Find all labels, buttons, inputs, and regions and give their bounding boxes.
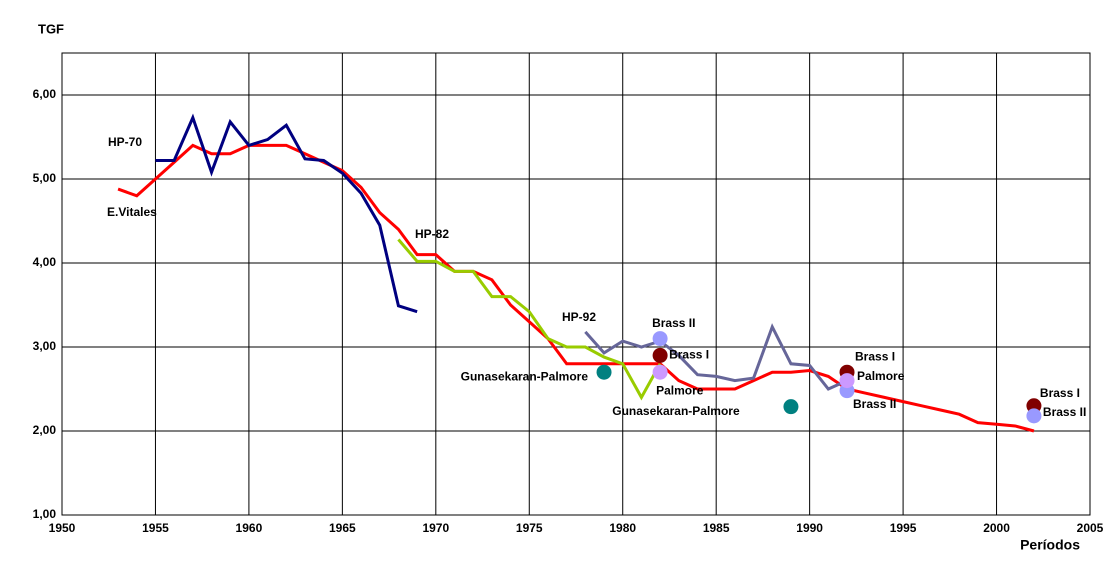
y-tick-label: 1,00 xyxy=(33,507,57,521)
x-axis-label: Períodos xyxy=(1020,537,1080,553)
x-tick-label: 2000 xyxy=(983,521,1010,535)
y-tick-label: 5,00 xyxy=(33,171,57,185)
plot-area xyxy=(61,52,1091,516)
point-label: Brass I xyxy=(855,349,895,363)
y-tick-label: 6,00 xyxy=(33,87,57,101)
point-label: Brass II xyxy=(652,316,695,330)
series-label: HP-70 xyxy=(108,135,142,149)
point-label: Palmore xyxy=(857,369,905,383)
x-tick-label: 2005 xyxy=(1077,521,1104,535)
point xyxy=(1026,408,1042,424)
point xyxy=(652,364,668,380)
point xyxy=(783,399,799,415)
x-tick-label: 1975 xyxy=(516,521,543,535)
point xyxy=(652,347,668,363)
series-label: HP-82 xyxy=(415,227,449,241)
series-label: HP-92 xyxy=(562,310,596,324)
x-tick-label: 1955 xyxy=(142,521,169,535)
y-tick-label: 3,00 xyxy=(33,339,57,353)
point-label: Gunasekaran-Palmore xyxy=(612,404,740,418)
y-tick-label: 4,00 xyxy=(33,255,57,269)
x-tick-label: 1965 xyxy=(329,521,356,535)
point-label: Palmore xyxy=(656,383,704,397)
line-series xyxy=(397,238,662,401)
line-series xyxy=(155,113,418,314)
y-axis-label: TGF xyxy=(38,21,64,36)
line-series xyxy=(117,143,1035,433)
y-tick-label: 2,00 xyxy=(33,423,57,437)
x-tick-label: 1995 xyxy=(890,521,917,535)
point-label: Brass II xyxy=(853,397,896,411)
x-tick-label: 1990 xyxy=(796,521,823,535)
point xyxy=(839,373,855,389)
x-tick-label: 1980 xyxy=(609,521,636,535)
x-tick-label: 1985 xyxy=(703,521,730,535)
point-label: Brass I xyxy=(669,348,709,362)
x-tick-label: 1970 xyxy=(422,521,449,535)
point-label: Brass I xyxy=(1040,386,1080,400)
series-label: E.Vitales xyxy=(107,205,157,219)
x-tick-label: 1950 xyxy=(49,521,76,535)
point xyxy=(652,331,668,347)
point-label: Brass II xyxy=(1043,405,1086,419)
point-label: Gunasekaran-Palmore xyxy=(461,369,589,383)
point xyxy=(596,364,612,380)
line-series xyxy=(584,323,848,391)
x-tick-label: 1960 xyxy=(236,521,263,535)
